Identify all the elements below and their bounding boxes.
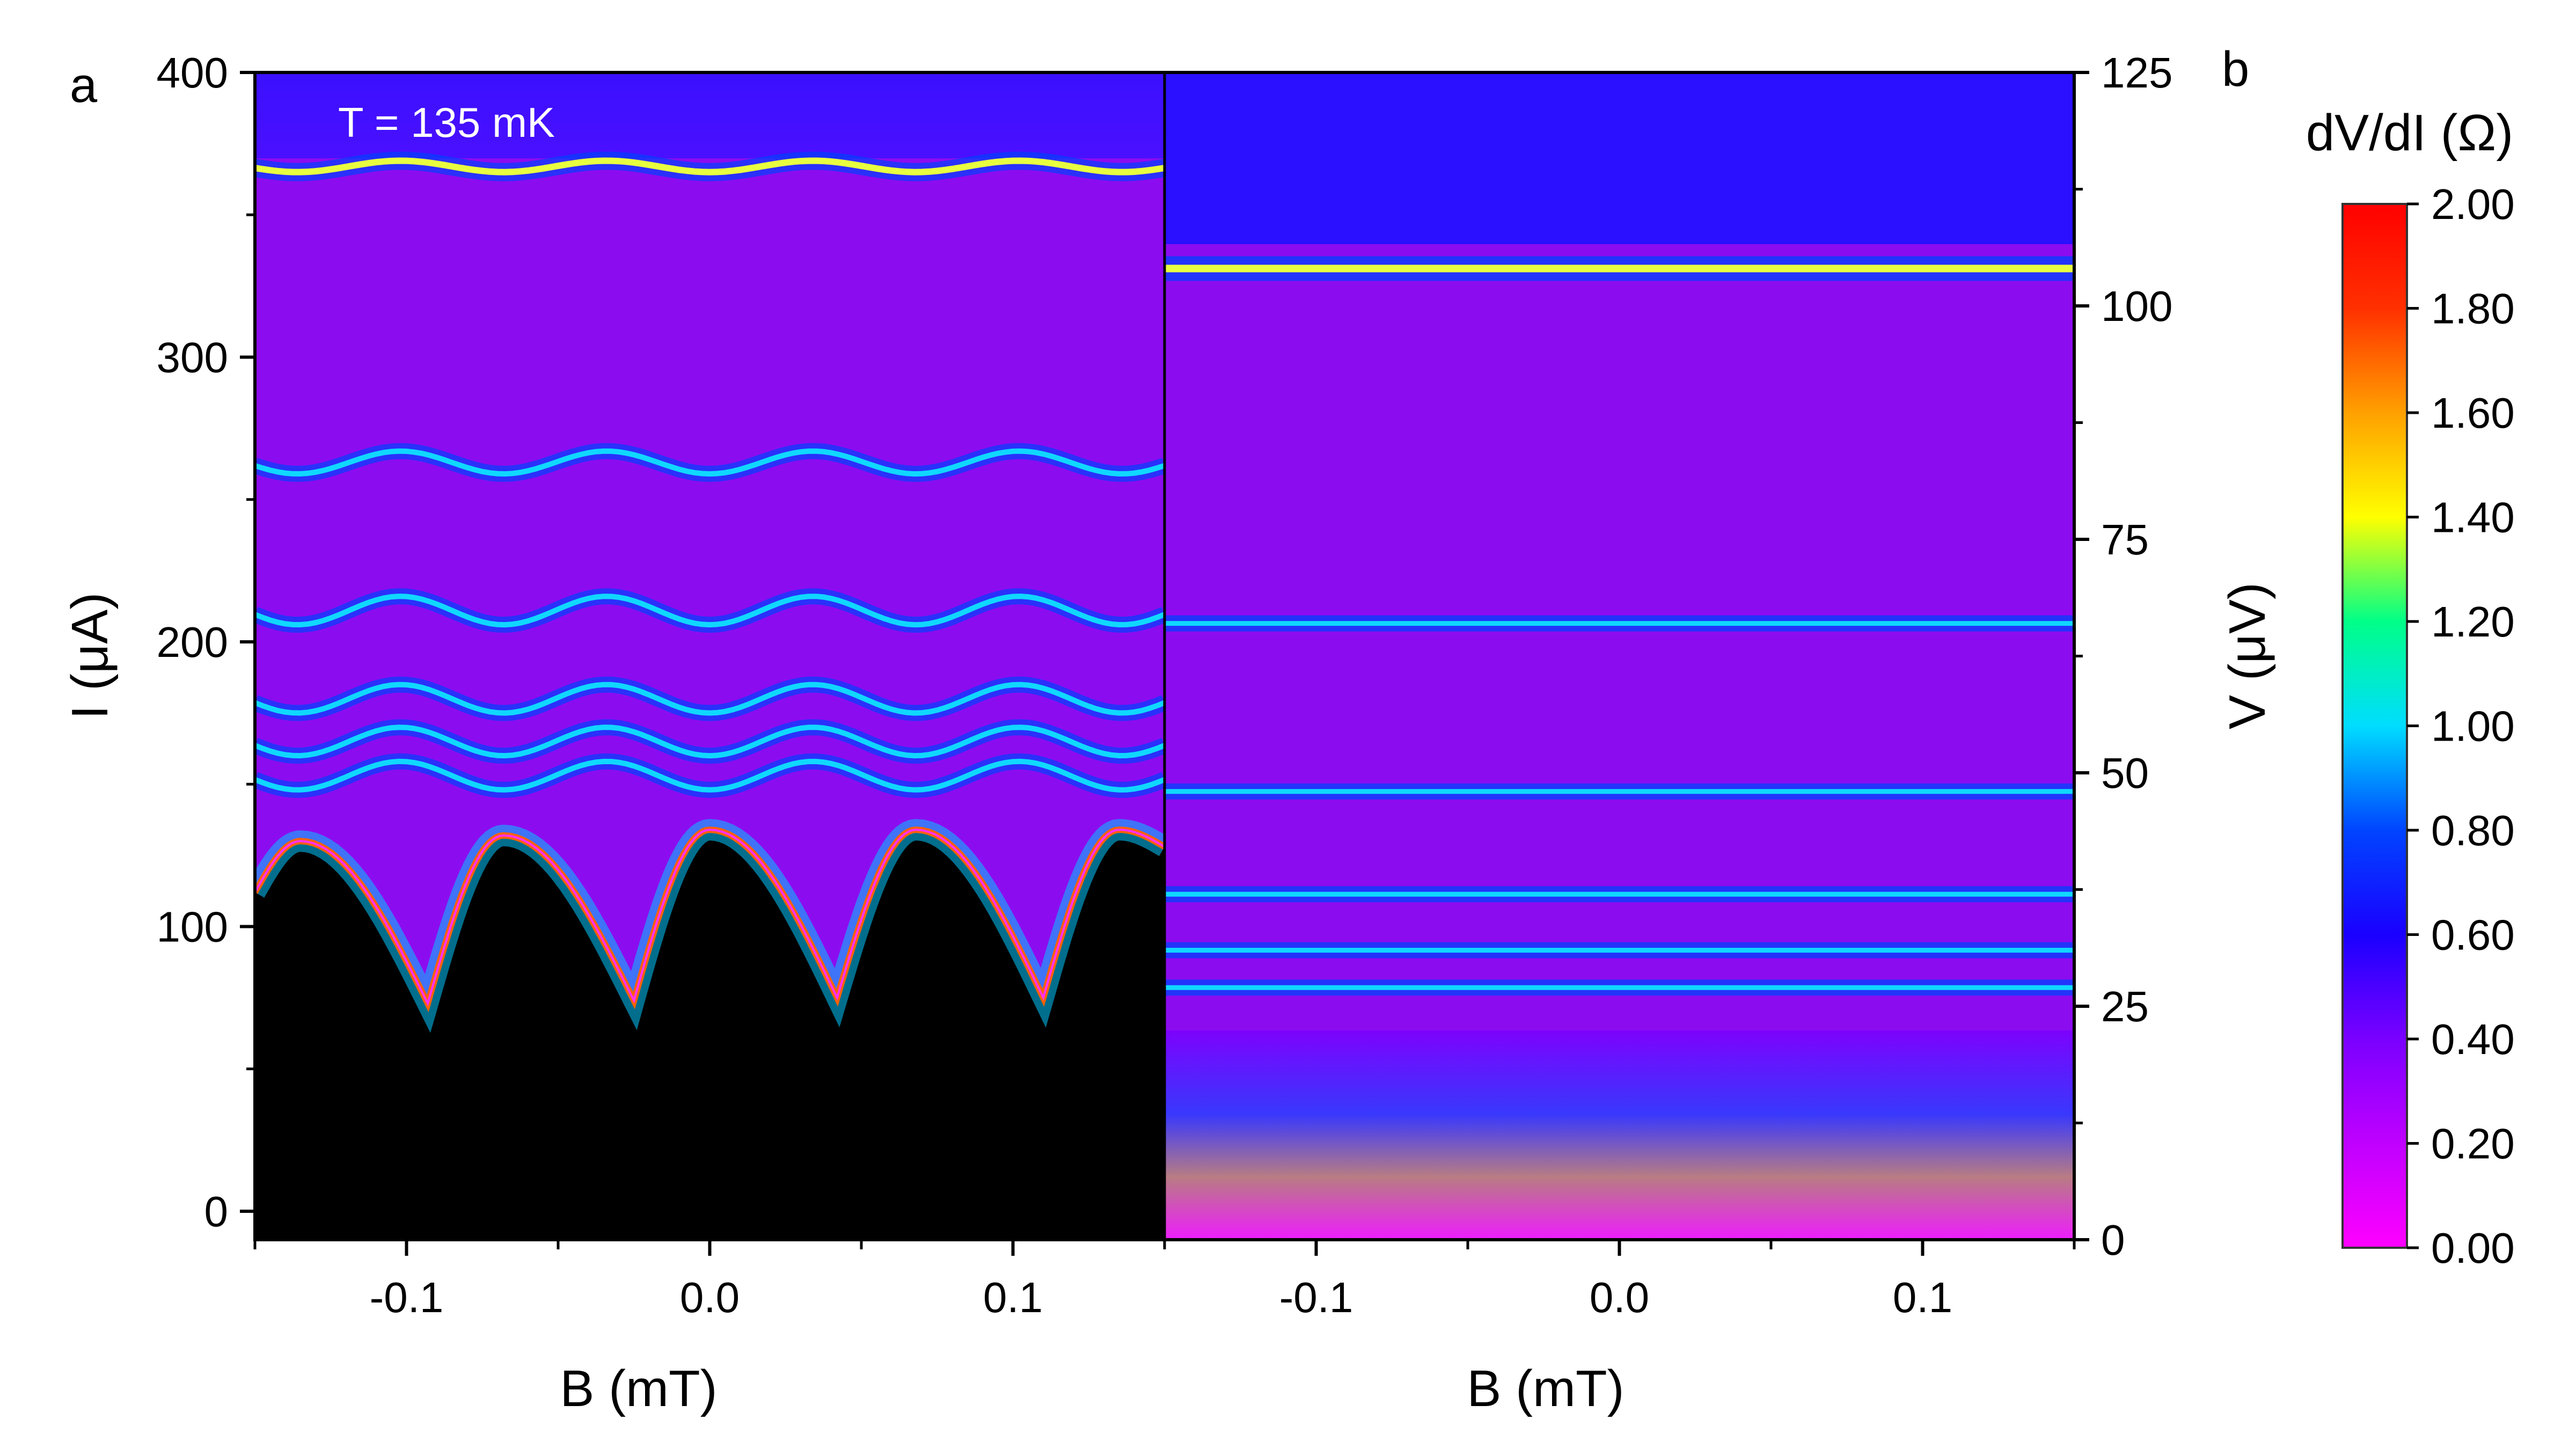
panel-a-superconducting-region [255,830,1165,1240]
panel-a-switching-rim [255,829,1165,1007]
panel-a-top-region [255,72,1165,158]
panel-a-letter: a [70,58,98,113]
colorbar-tick-label: 1.40 [2431,494,2515,541]
panel-a-heatmap: T = 135 mK [255,72,1165,1240]
colorbar-title: dV/dI (Ω) [2306,104,2514,162]
panel-a-resonance-line [255,157,1165,175]
panel-a-y-tick-label: 0 [204,1188,229,1235]
panel-a-x-tick-label: 0.0 [680,1274,740,1321]
panel-a-resonance-line [255,448,1165,477]
panel-b-y-tick-label: 75 [2101,516,2149,564]
panel-a-y-tick-label: 300 [157,333,228,381]
panel-a-y-tick-label: 200 [157,618,228,666]
panel-b-y-tick-label: 100 [2101,282,2172,330]
colorbar-tick-label: 1.80 [2431,285,2515,333]
panel-b-x-axis-title: B (mT) [1467,1360,1624,1417]
colorbar-tick-label: 0.60 [2431,911,2515,959]
panel-a-resonance-line [255,724,1165,759]
panel-b-y-tick-label: 125 [2101,49,2172,97]
colorbar-tick-label: 0.00 [2431,1224,2515,1272]
temperature-annotation: T = 135 mK [338,99,555,146]
panel-a-x-tick-label: -0.1 [370,1274,444,1321]
panel-a-resonance-line [255,758,1165,793]
colorbar-tick-label: 2.00 [2431,180,2515,228]
panel-b-y-tick-label: 50 [2101,749,2149,797]
panel-b-y-axis-title: V (μV) [2219,582,2276,729]
colorbar-tick-label: 1.60 [2431,389,2515,437]
colorbar [2341,203,2408,1249]
panel-b-letter: b [2222,42,2249,97]
colorbar-tick-label: 0.20 [2431,1120,2515,1168]
colorbar-tick-label: 1.00 [2431,702,2515,750]
panel-a-x-tick-label: 0.1 [983,1274,1043,1321]
panel-b-lowbias-region [1165,1030,2074,1240]
panel-a-y-axis-title: I (μA) [61,592,119,720]
panel-a-x-axis-title: B (mT) [560,1360,717,1417]
colorbar-tick-label: 0.80 [2431,807,2515,854]
panel-b-y-tick-label: 25 [2101,983,2149,1030]
panel-a-y-tick-label: 100 [157,903,228,950]
panel-b-y-tick-label: 0 [2101,1216,2125,1264]
colorbar-tick-label: 0.40 [2431,1015,2515,1063]
panel-a-resonance-line [255,682,1165,716]
panel-a-y-tick-label: 400 [157,49,228,97]
panel-a-resonance-line [255,594,1165,628]
panel-b-x-tick-label: -0.1 [1279,1274,1353,1321]
panel-b-heatmap [1165,72,2074,1240]
panel-b-x-tick-label: 0.1 [1893,1274,1952,1321]
panel-b-x-tick-label: 0.0 [1590,1274,1649,1321]
colorbar-tick-label: 1.20 [2431,598,2515,646]
panel-b-top-region [1165,72,2074,244]
